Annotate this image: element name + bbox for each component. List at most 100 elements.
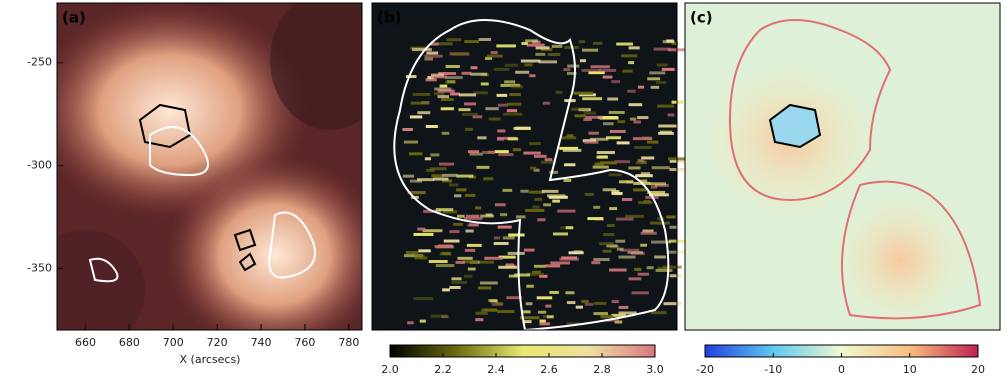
pixel — [493, 241, 509, 245]
pixel — [494, 203, 506, 207]
pixel — [578, 93, 596, 97]
pixel — [616, 141, 630, 145]
pixel — [442, 288, 450, 292]
pixel — [428, 260, 448, 264]
pixel — [424, 54, 443, 58]
pixel — [480, 82, 489, 86]
pixel — [666, 215, 676, 219]
pixel — [532, 205, 540, 209]
pixel — [465, 229, 474, 233]
x-tick-label: 660 — [75, 336, 96, 349]
pixel — [599, 161, 617, 165]
panel-label: (a) — [62, 9, 86, 27]
pixel — [525, 208, 545, 212]
pixel — [585, 115, 603, 119]
pixel — [540, 48, 553, 52]
pixel — [526, 272, 544, 276]
pixel — [633, 188, 647, 192]
pixel — [566, 322, 580, 326]
pixel — [413, 232, 434, 236]
pixel — [443, 239, 460, 243]
pixel — [446, 38, 462, 42]
pixel — [496, 44, 516, 48]
pixel — [424, 157, 431, 161]
colorbar-tick-label: 2.0 — [381, 363, 399, 376]
pixel — [588, 131, 599, 135]
pixel — [403, 140, 419, 144]
pixel — [590, 65, 610, 69]
pixel — [651, 240, 671, 244]
pixel — [596, 151, 615, 155]
pixel — [433, 177, 449, 181]
pixel — [655, 268, 673, 272]
pixel — [485, 56, 493, 60]
pixel — [521, 41, 528, 45]
pixel — [525, 302, 533, 306]
pixel — [467, 223, 479, 227]
pixel — [662, 265, 682, 269]
colorbar-tick-label: 2.4 — [487, 363, 505, 376]
pixel — [429, 167, 447, 171]
pixel — [631, 291, 649, 295]
pixel — [591, 261, 601, 265]
pixel — [568, 251, 584, 255]
pixel — [611, 300, 619, 304]
pixel — [464, 102, 477, 106]
pixel — [563, 68, 571, 72]
pixel — [402, 174, 414, 178]
pixel — [458, 108, 471, 112]
pixel — [534, 197, 543, 201]
pixel — [482, 150, 496, 154]
pixel — [478, 38, 491, 42]
panel-label: (b) — [377, 9, 401, 27]
pixel — [593, 301, 607, 305]
pixel — [600, 315, 614, 319]
pixel — [498, 153, 514, 157]
pixel — [608, 173, 622, 177]
pixel — [567, 64, 580, 68]
pixel — [602, 75, 613, 79]
pixel — [667, 113, 675, 117]
pixel — [430, 153, 440, 157]
pixel — [583, 118, 592, 122]
pixel — [535, 52, 546, 56]
pixel — [648, 193, 669, 197]
colorbar-tick-label: 2.2 — [434, 363, 452, 376]
pixel — [611, 313, 626, 317]
pixel — [647, 77, 661, 81]
pixel — [622, 198, 633, 202]
pixel — [628, 103, 643, 107]
pixel — [537, 218, 546, 222]
pixel — [438, 162, 455, 166]
pixel — [657, 104, 675, 108]
pixel — [642, 229, 654, 233]
pixel — [629, 117, 637, 121]
pixel — [480, 308, 498, 312]
pixel — [431, 73, 444, 77]
pixel — [403, 254, 424, 258]
pixel — [500, 83, 521, 87]
pixel — [656, 80, 667, 84]
pixel — [419, 319, 426, 323]
pixel — [502, 236, 515, 240]
pixel — [520, 189, 529, 193]
pixel — [671, 42, 678, 46]
pixel — [592, 165, 609, 169]
x-tick-label: 780 — [338, 336, 359, 349]
pixel — [497, 225, 512, 229]
pixel — [535, 46, 550, 50]
pixel — [514, 273, 530, 277]
pixel — [430, 314, 447, 318]
pixel — [538, 310, 547, 314]
pixel — [475, 206, 482, 210]
pixel — [638, 85, 645, 89]
panel-a-frame — [56, 2, 363, 331]
pixel — [529, 74, 536, 78]
pixel — [498, 265, 518, 269]
pixel — [622, 69, 633, 73]
pixel — [472, 115, 483, 119]
pixel — [520, 59, 541, 63]
pixel — [578, 40, 585, 44]
pixel — [608, 110, 625, 114]
pixel — [649, 221, 670, 225]
